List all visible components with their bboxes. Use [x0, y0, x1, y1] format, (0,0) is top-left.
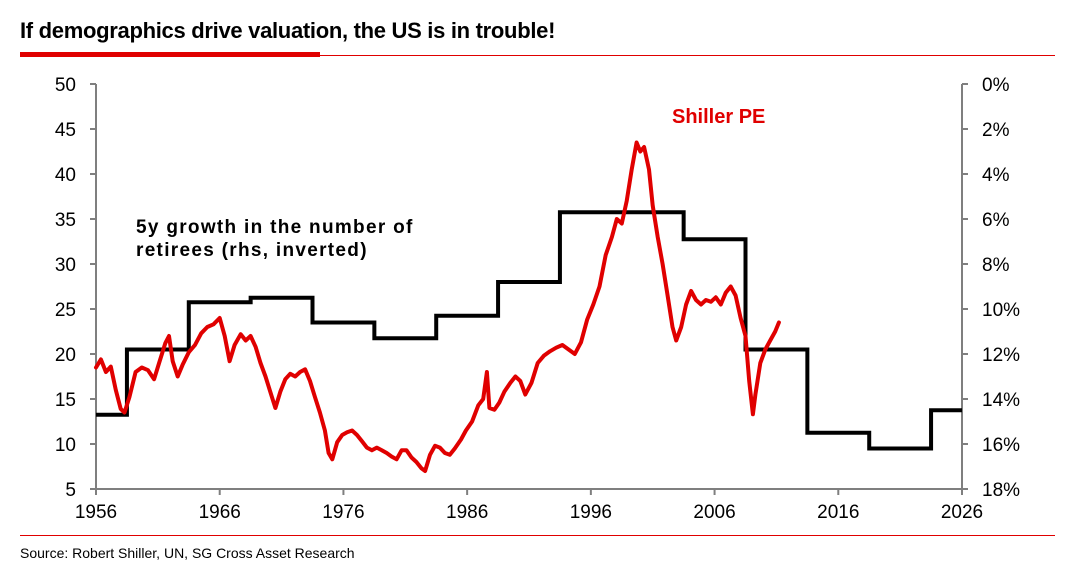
left-tick-label: 20 [55, 345, 76, 366]
x-tick-label: 2016 [817, 502, 859, 523]
footer-divider [20, 535, 1055, 536]
right-tick-label: 6% [982, 210, 1010, 231]
left-tick-label: 50 [55, 75, 76, 96]
right-tick-label: 0% [982, 75, 1010, 96]
x-tick-label: 1976 [322, 502, 364, 523]
right-tick-label: 12% [982, 345, 1020, 366]
left-tick-label: 25 [55, 300, 76, 321]
x-tick-label: 2026 [941, 502, 983, 523]
right-tick-label: 2% [982, 120, 1010, 141]
right-tick-label: 14% [982, 390, 1020, 411]
x-axis-ticks: 1956 1966 1976 1986 1996 2006 2016 2026 [75, 489, 983, 523]
chart-title: If demographics drive valuation, the US … [20, 18, 556, 43]
left-tick-label: 15 [55, 390, 76, 411]
x-tick-label: 1956 [75, 502, 117, 523]
shiller-pe-label: Shiller PE [672, 106, 765, 128]
right-tick-label: 8% [982, 255, 1010, 276]
left-tick-label: 40 [55, 165, 76, 186]
title-divider [320, 55, 1055, 56]
right-axis-ticks: 0% 2% 4% 6% 8% 10% 12% 14% 16% 18% [962, 75, 1020, 501]
series-layer [94, 140, 962, 473]
right-tick-label: 4% [982, 165, 1010, 186]
retirees-label-line1: 5y growth in the number of [136, 217, 414, 238]
retirees-label-line2: retirees (rhs, inverted) [136, 240, 368, 261]
x-tick-label: 1966 [199, 502, 241, 523]
left-tick-label: 5 [65, 480, 76, 501]
shiller-pe-line [94, 140, 781, 473]
retirees-growth-line [96, 210, 962, 451]
left-tick-label: 45 [55, 120, 76, 141]
left-tick-label: 30 [55, 255, 76, 276]
x-tick-label: 2006 [693, 502, 735, 523]
left-tick-label: 35 [55, 210, 76, 231]
source-note: Source: Robert Shiller, UN, SG Cross Ass… [20, 545, 355, 561]
left-tick-label: 10 [55, 435, 76, 456]
right-tick-label: 18% [982, 480, 1020, 501]
axes [95, 84, 963, 490]
right-tick-label: 16% [982, 435, 1020, 456]
x-tick-label: 1996 [570, 502, 612, 523]
left-axis-ticks: 50 45 40 35 30 25 20 15 10 5 [55, 75, 96, 501]
right-tick-label: 10% [982, 300, 1020, 321]
x-tick-label: 1986 [446, 502, 488, 523]
title-accent-bar [20, 52, 320, 57]
